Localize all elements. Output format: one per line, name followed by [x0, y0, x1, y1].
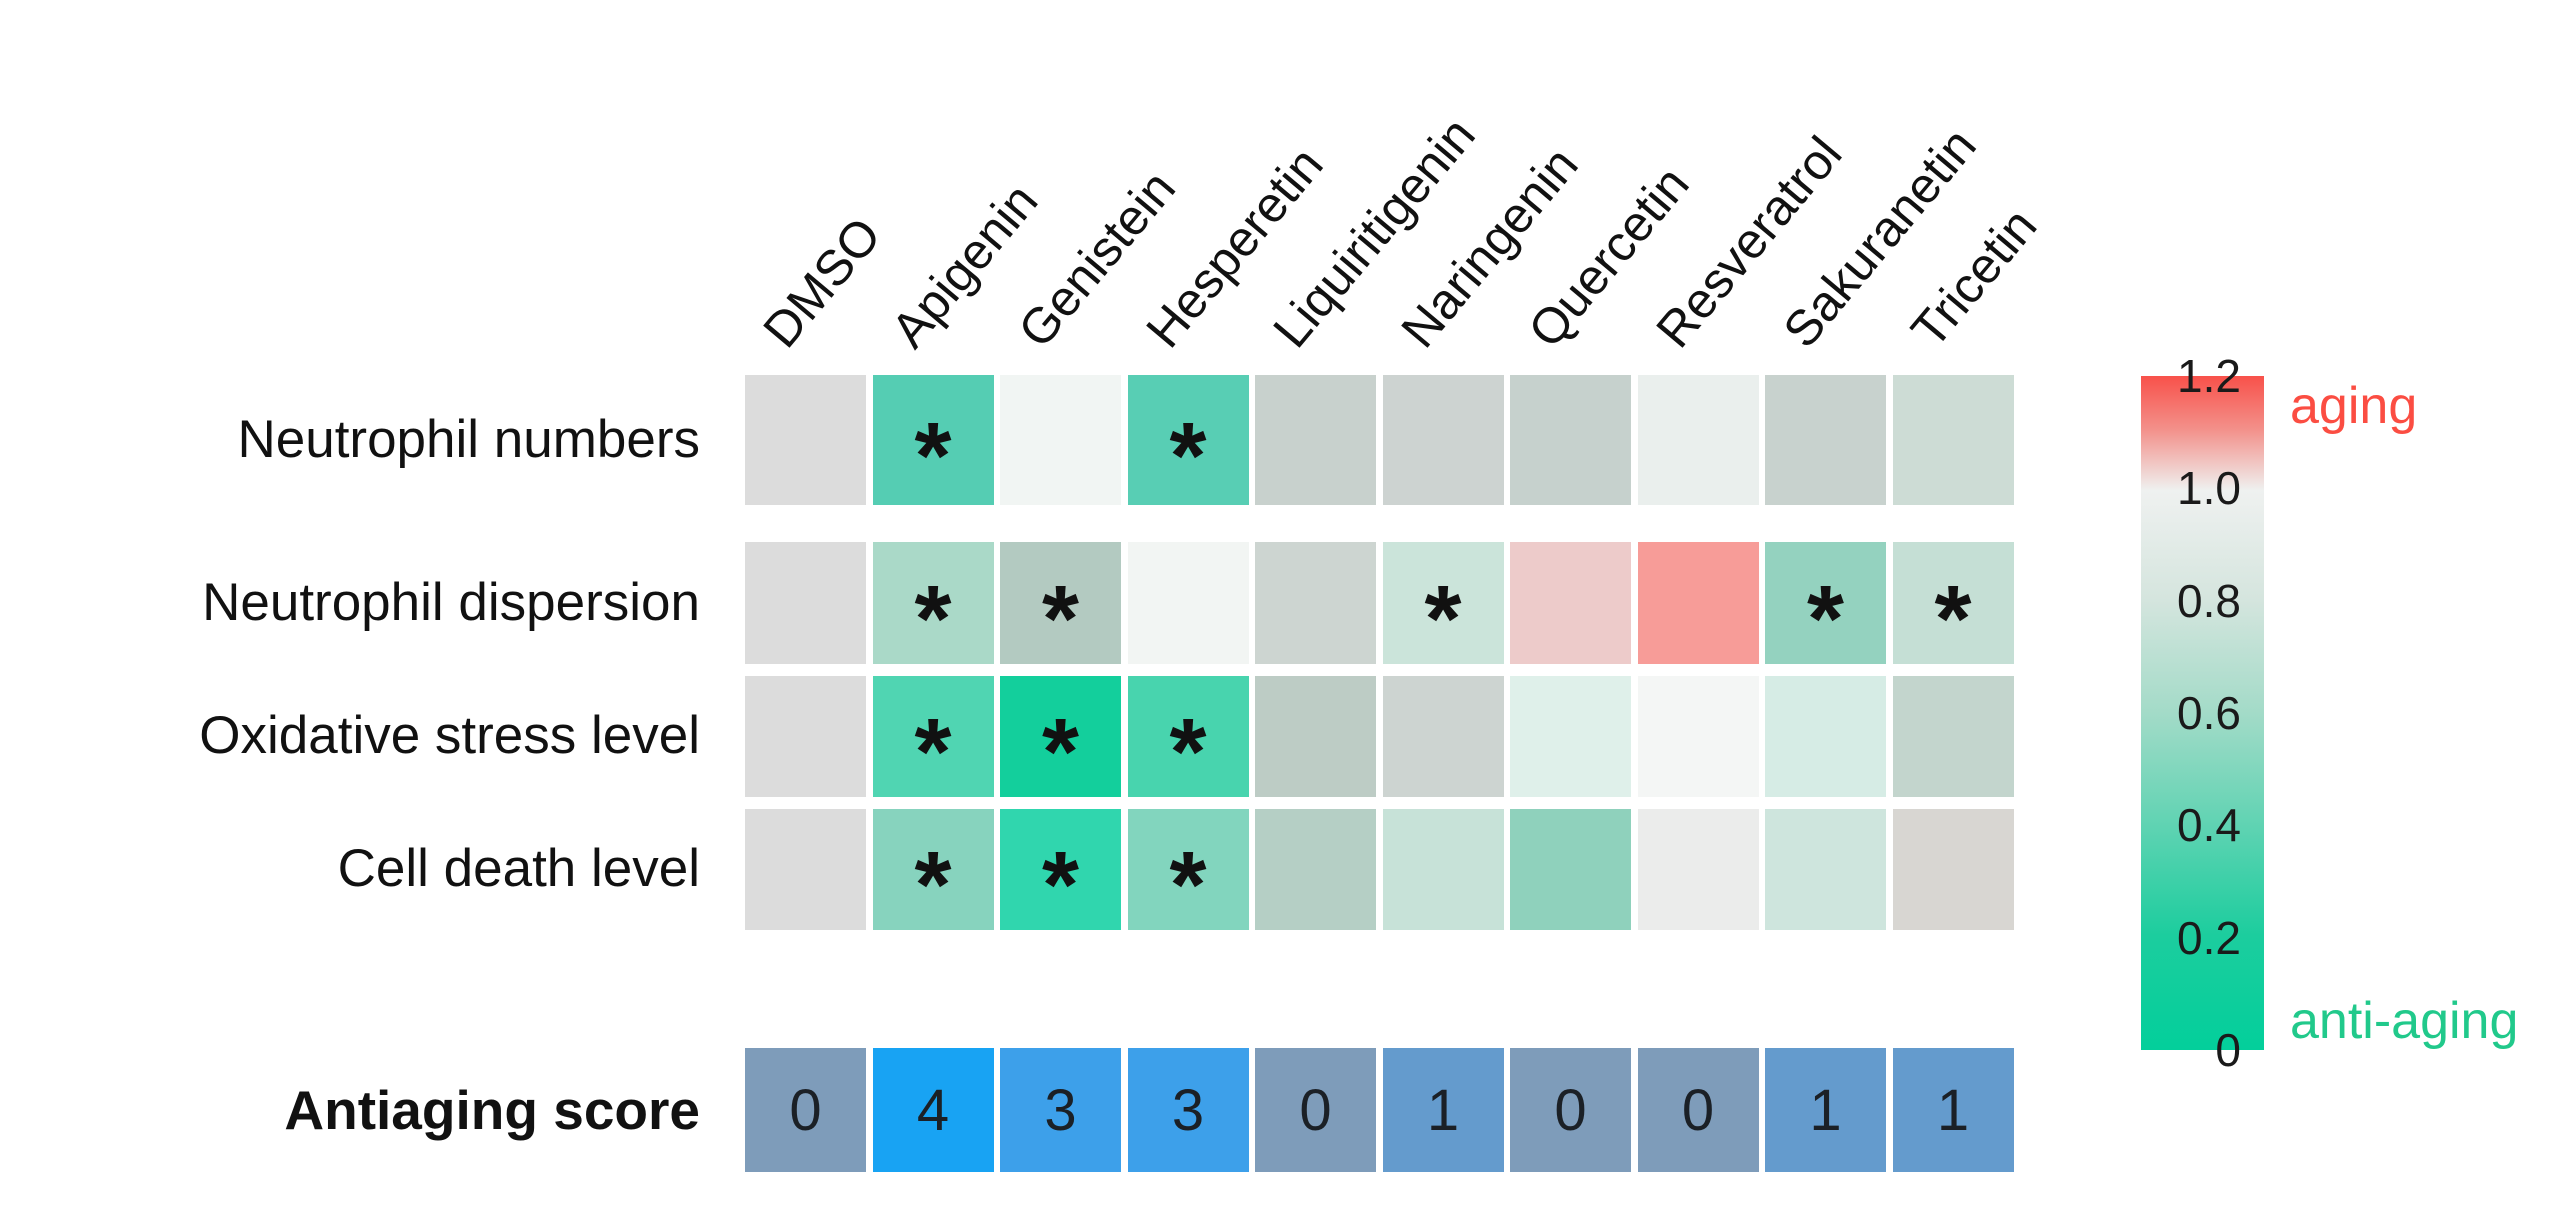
colorbar-tick: 0.4 — [2177, 799, 2241, 852]
colorbar-tick: 0.8 — [2177, 574, 2241, 627]
colorbar-label-anti-aging: anti-aging — [2290, 992, 2519, 1050]
heatmap-cell: * — [1000, 542, 1121, 672]
heatmap-cell — [1510, 375, 1631, 505]
row-label-neutrophil-numbers: Neutrophil numbers — [237, 410, 700, 469]
heatmap-cell — [1765, 809, 1886, 930]
score-cell: 4 — [872, 1048, 994, 1172]
heatmap-cell — [1765, 375, 1886, 505]
heatmap-cell — [1765, 676, 1886, 797]
heatmap-cell: * — [1000, 676, 1121, 805]
heatmap-cell: * — [872, 809, 994, 938]
heatmap-cell — [1892, 809, 2014, 930]
significance-star: * — [1042, 832, 1079, 938]
heatmap-cell — [745, 809, 866, 930]
heatmap-cell — [1255, 809, 1376, 930]
significance-star: * — [1169, 402, 1207, 509]
heatmap-cell: * — [872, 676, 994, 805]
score-cell: 3 — [1000, 1048, 1121, 1172]
score-cell: 1 — [1892, 1048, 2014, 1172]
score-cell: 1 — [1382, 1048, 1504, 1172]
heatmap-cell — [1892, 375, 2014, 505]
heatmap-cell — [1382, 676, 1504, 797]
significance-star: * — [1169, 832, 1207, 938]
significance-star: * — [914, 832, 952, 938]
heatmap-cell — [1510, 809, 1631, 930]
score-cell: 0 — [745, 1048, 866, 1172]
heatmap-cell: * — [1127, 676, 1249, 805]
colorbar-label-aging: aging — [2290, 377, 2418, 435]
heatmap-cell — [745, 375, 866, 505]
heatmap-cell — [1510, 542, 1631, 664]
heatmap-cell — [1637, 375, 1759, 505]
significance-star: * — [1042, 565, 1079, 672]
heatmap-cell — [1637, 676, 1759, 797]
heatmap-cell — [745, 676, 866, 797]
heatmap-cell: * — [872, 375, 994, 509]
heatmap-cell — [745, 542, 866, 664]
heatmap-cell — [1255, 542, 1376, 664]
significance-star: * — [1042, 699, 1079, 805]
heatmap-cell — [1382, 809, 1504, 930]
significance-star: * — [1807, 565, 1844, 672]
row-label-antiaging-score: Antiaging score — [284, 1079, 700, 1141]
heatmap-cell: * — [1127, 375, 1249, 509]
score-cell: 0 — [1255, 1048, 1376, 1172]
column-label-dmso: DMSO — [752, 207, 892, 358]
colorbar-tick: 1.0 — [2177, 462, 2241, 515]
score-cell: 3 — [1127, 1048, 1249, 1172]
heatmap-cell — [1255, 375, 1376, 505]
significance-star: * — [914, 402, 952, 509]
heatmap-cell: * — [1127, 809, 1249, 938]
score-cell: 0 — [1637, 1048, 1759, 1172]
row-label-neutrophil-dispersion: Neutrophil dispersion — [202, 573, 700, 632]
significance-star: * — [914, 699, 952, 805]
heatmap-cell: * — [1382, 542, 1504, 672]
score-cell: 0 — [1510, 1048, 1631, 1172]
colorbar-gradient — [2141, 376, 2264, 1050]
heatmap-cell — [1892, 676, 2014, 797]
heatmap-cell: * — [1765, 542, 1886, 672]
heatmap-cell — [1000, 375, 1121, 505]
heatmap-cell: * — [1000, 809, 1121, 938]
row-label-cell-death: Cell death level — [337, 839, 700, 898]
significance-star: * — [1424, 565, 1462, 672]
heatmap-cell: * — [1892, 542, 2014, 672]
colorbar-tick: 0.2 — [2177, 911, 2241, 964]
heatmap-cell — [1255, 676, 1376, 797]
score-cell: 1 — [1765, 1048, 1886, 1172]
colorbar-tick: 0.6 — [2177, 687, 2241, 739]
significance-star: * — [914, 565, 952, 672]
heatmap-cell — [1127, 542, 1249, 664]
significance-star: * — [1934, 565, 1972, 672]
row-label-oxidative-stress: Oxidative stress level — [199, 706, 700, 765]
colorbar-tick: 1.2 — [2177, 350, 2241, 402]
heatmap-cell — [1637, 809, 1759, 930]
heatmap-cell: * — [872, 542, 994, 672]
heatmap-cell — [1510, 676, 1631, 797]
heatmap-cell — [1637, 542, 1759, 664]
colorbar-tick: 0 — [2215, 1024, 2241, 1076]
heatmap-cell — [1382, 375, 1504, 505]
significance-star: * — [1169, 699, 1207, 805]
